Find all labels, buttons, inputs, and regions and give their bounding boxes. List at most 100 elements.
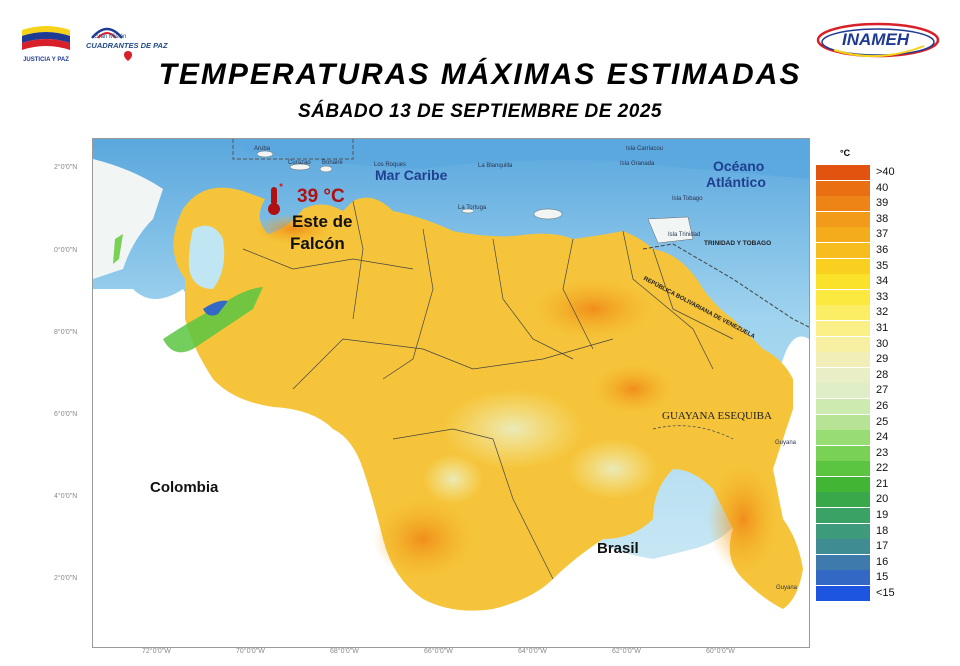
legend-swatch [816,274,870,290]
guajira-land [93,159,163,279]
guayana-esequiba-label: GUAYANA ESEQUIBA [662,410,772,422]
lon-label: 64°0'0"W [518,648,547,655]
maritime-border-nw [232,139,354,160]
justicia-y-paz-caption: JUSTICIA Y PAZ [23,57,69,63]
legend-swatch [816,336,870,352]
legend-label: 35 [876,259,889,272]
lat-label: 2°0'0"N [54,575,78,582]
legend-unit: °C [840,148,851,158]
legend-labels: >40 40 39 38 37 36 35 34 33 32 31 30 29 28 27 26 25 24 23 2… [876,165,916,602]
cool-zone [568,439,658,499]
lon-label: 68°0'0"W [330,648,359,655]
legend-label: 39 [876,197,889,210]
lat-label: 8°0'0"N [54,329,78,336]
legend-swatch [816,430,870,446]
cool-zone [423,454,483,504]
legend-label: 30 [876,337,889,350]
legend-swatch [816,289,870,305]
hot-zone [593,364,673,414]
legend-swatch [816,414,870,430]
legend-swatch [816,211,870,227]
gran-mision-text: Gran Misión [94,34,127,40]
legend-swatch [816,554,870,570]
legend-label: 34 [876,275,889,288]
max-temp-location-line1: Este de [292,212,353,231]
colombia-label: Colombia [150,479,219,496]
legend-swatch [816,242,870,258]
lon-label: 72°0'0"W [142,648,171,655]
lon-label: 66°0'0"W [424,648,453,655]
island-bonaire [319,165,333,173]
legend-label: 31 [876,321,889,334]
legend-swatch [816,305,870,321]
lon-label: 62°0'0"W [612,648,641,655]
legend-swatch [816,586,870,602]
legend-label: 23 [876,446,889,459]
island-la-tortuga [461,208,475,214]
brasil-label: Brasil [597,540,639,557]
legend-swatch [816,508,870,524]
legend-swatch [816,165,870,180]
legend-label: 17 [876,540,889,553]
inameh-logo: INAMEH [814,20,942,64]
cuadrantes-text: CUADRANTES DE PAZ [86,41,168,50]
legend-swatch [816,180,870,196]
la-blanquilla-label: La Blanquilla [478,163,513,169]
maritime-border [642,243,809,328]
legend-label: 25 [876,415,889,428]
legend-label: 32 [876,306,889,319]
hot-zone [708,464,778,574]
legend-swatch [816,445,870,461]
guyana-label: Guyana [775,440,797,446]
maracaibo-lake [188,225,225,289]
legend-label: 24 [876,431,889,444]
max-temp-location-line2: Falcón [290,234,345,253]
legend-label: 15 [876,571,889,584]
curazao-label: Curazao [288,160,311,166]
legend-swatch [816,492,870,508]
lat-label: 0°0'0"N [54,247,78,254]
isla-tobago-label: Isla Tobago [672,196,703,202]
legend-label: 36 [876,243,889,256]
legend-label: <15 [876,587,895,600]
mar-caribe-label: Mar Caribe [375,167,448,183]
island-margarita [533,208,563,220]
perija-cold [113,234,123,264]
inameh-text: INAMEH [842,30,910,49]
island-trinidad [647,216,694,244]
legend-swatch [816,367,870,383]
legend-swatch [816,523,870,539]
legend-swatch [816,461,870,477]
legend-swatch [816,196,870,212]
hot-zone [373,499,473,579]
temperature-legend [816,165,870,602]
legend-swatch [816,227,870,243]
legend-label: >40 [876,166,895,178]
venezuela-flag-logo: JUSTICIA Y PAZ [20,24,72,63]
legend-swatch [816,398,870,414]
legend-swatch [816,320,870,336]
isla-granada-label: Isla Granada [620,161,655,167]
hot-zone [533,279,653,339]
lat-label: 6°0'0"N [54,411,78,418]
oceano-label-line2: Atlántico [706,174,766,190]
esequiba-border [652,425,734,440]
legend-swatch [816,539,870,555]
legend-swatch [816,570,870,586]
legend-swatch [816,476,870,492]
isla-trinidad-label: Isla Trinidad [668,232,701,238]
andes-very-cold [203,300,228,316]
lon-label: 70°0'0"W [236,648,265,655]
legend-label: 38 [876,212,889,225]
oceano-label-line1: Océano [713,158,765,174]
page-subtitle: SÁBADO 13 DE SEPTIEMBRE DE 2025 [298,101,662,122]
legend-swatch [816,383,870,399]
page-title: TEMPERATURAS MÁXIMAS ESTIMADAS [158,58,802,91]
lon-label: 60°0'0"W [706,648,735,655]
legend-label: 37 [876,228,889,241]
island-aruba [256,150,274,158]
cool-zone [443,389,583,469]
hot-zone [253,214,333,244]
isla-carriacou-label: Isla Carriacou [626,146,664,152]
la-tortuga-label: La Tortuga [458,205,487,211]
